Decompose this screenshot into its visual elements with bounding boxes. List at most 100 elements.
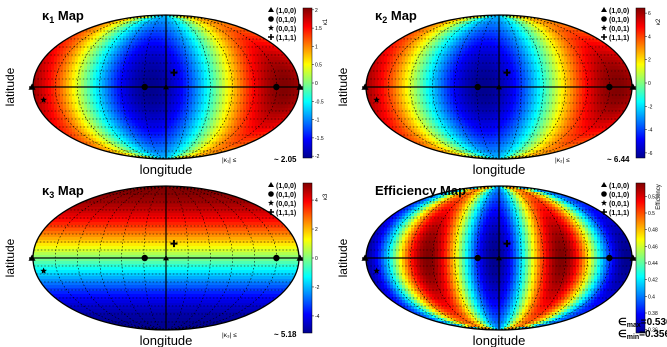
panel-1: κ1 Map latitude longitude (1,0,0) (0,1,0) (0,… (3, 7, 329, 177)
marker-100 (361, 83, 369, 90)
colorbar-tick: 0.36 (648, 328, 658, 334)
marker-100 (28, 254, 36, 261)
panel-title: κ3 Map (42, 183, 84, 200)
marker-100 (296, 254, 304, 261)
marker-001 (373, 267, 380, 274)
colorbar: 4 2 0 -2 -4 κ3 (302, 182, 329, 334)
colorbar-tick: 0.52 (648, 194, 658, 200)
marker-010 (606, 83, 613, 91)
legend-entry: (0,0,1) (276, 201, 296, 208)
xlabel: longitude (473, 162, 526, 177)
colorbar-tick: 0.44 (648, 261, 658, 267)
bound-annotation: |κ₂| ≤ ~ 6.44 (555, 155, 630, 164)
colorbar-tick: -4 (315, 314, 320, 320)
colorbar-tick: 0.4 (648, 294, 655, 300)
marker-100 (629, 83, 637, 90)
legend-entry: (1,1,1) (609, 35, 629, 42)
marker-001 (373, 96, 380, 103)
colorbar: 2 1.5 1 0.5 0 -0.5 -1 -1.5 -2 κ1 (302, 7, 329, 160)
marker-100 (296, 83, 304, 90)
ylabel: latitude (3, 67, 17, 106)
marker-001 (40, 267, 47, 274)
marker-100 (496, 255, 502, 261)
colorbar-label: κ3 (323, 193, 329, 200)
bound-annotation: |κ₁| ≤ ~ 2.05 (222, 155, 297, 164)
marker-100 (28, 83, 36, 90)
colorbar-tick: 0.48 (648, 228, 658, 234)
svg-text:~ 2.05: ~ 2.05 (274, 155, 297, 164)
marker-010 (141, 254, 148, 262)
marker-001 (40, 96, 47, 103)
colorbar-label: κ1 (323, 18, 329, 25)
marker-100 (163, 84, 169, 90)
legend-entry: (0,1,0) (276, 192, 296, 199)
panel-title: Efficiency Map (375, 183, 466, 198)
legend-entry: (0,0,1) (276, 26, 296, 33)
legend-entry: (1,1,1) (276, 35, 296, 42)
legend-entry: (1,1,1) (276, 210, 296, 217)
panel-3: κ3 Map latitude longitude (1,0,0) (0,1,0) (0,… (3, 182, 329, 347)
colorbar-tick: -1.5 (315, 136, 324, 142)
marker-111 (170, 69, 178, 77)
marker-010 (474, 254, 481, 262)
colorbar-label: Efficiency (656, 184, 662, 210)
xlabel: longitude (473, 333, 526, 347)
marker-100 (496, 84, 502, 90)
colorbar-tick: -2 (315, 154, 320, 160)
colorbar-tick: -1 (315, 118, 320, 124)
colorbar-tick: -0.5 (315, 99, 324, 105)
panel-2: κ2 Map latitude longitude (1,0,0) (0,1,0) (0,… (336, 7, 662, 177)
colorbar: 0.52 0.5 0.48 0.46 0.44 0.42 0.4 0.38 0.36 Effici… (635, 182, 662, 334)
colorbar-tick: -6 (648, 151, 653, 157)
ylabel: latitude (336, 67, 350, 106)
colorbar-tick: 0.38 (648, 311, 658, 317)
marker-010 (606, 254, 613, 262)
colorbar-tick: 2 (315, 227, 318, 233)
panel-4: Efficiency Map latitude longitude (1,0,0) (0… (336, 182, 667, 347)
colorbar-tick: 0.46 (648, 244, 658, 250)
legend-entry: (0,0,1) (609, 26, 629, 33)
marker-100 (629, 254, 637, 261)
direction-markers (28, 240, 304, 274)
marker-legend: (1,0,0) (0,1,0) (0,0,1) (1,1,1) (268, 182, 296, 217)
colorbar-tick: 4 (315, 198, 318, 204)
colorbar-tick: 0 (315, 81, 318, 87)
colorbar-tick: 2 (315, 8, 318, 14)
colorbar-tick: 1.5 (315, 26, 322, 32)
marker-100 (163, 255, 169, 261)
legend-entry: (1,1,1) (609, 210, 629, 217)
panel-title: κ1 Map (42, 8, 84, 25)
marker-legend: (1,0,0) (0,1,0) (0,0,1) (1,1,1) (601, 7, 629, 42)
legend-entry: (1,0,0) (609, 183, 629, 190)
colorbar-tick: 4 (648, 34, 651, 40)
colorbar-tick: -4 (648, 128, 653, 134)
marker-111 (170, 240, 178, 248)
colorbar-tick: -2 (648, 104, 653, 110)
direction-markers (28, 69, 304, 103)
colorbar: 6 4 2 0 -2 -4 -6 κ2 (635, 7, 662, 159)
legend-entry: (1,0,0) (276, 183, 296, 190)
legend-entry: (1,0,0) (276, 8, 296, 15)
marker-111 (503, 240, 511, 248)
legend-entry: (1,0,0) (609, 8, 629, 15)
direction-markers (361, 69, 637, 103)
xlabel: longitude (140, 162, 193, 177)
colorbar-tick: 0.5 (648, 211, 655, 217)
efficiency-range: ∈max=0.536∈min=0.356 (618, 317, 667, 341)
ylabel: latitude (3, 238, 17, 277)
marker-111 (503, 69, 511, 77)
marker-010 (273, 254, 280, 262)
heatmap-field (366, 186, 632, 330)
xlabel: longitude (140, 333, 193, 347)
marker-010 (474, 83, 481, 91)
panel-title: κ2 Map (375, 8, 417, 25)
direction-markers (361, 240, 637, 274)
colorbar-tick: 0.42 (648, 278, 658, 284)
colorbar-tick: 0.5 (315, 63, 322, 69)
marker-010 (273, 83, 280, 91)
legend-entry: (0,0,1) (609, 201, 629, 208)
colorbar-tick: 1 (315, 44, 318, 50)
legend-entry: (0,1,0) (276, 17, 296, 24)
colorbar-tick: 6 (648, 11, 651, 17)
